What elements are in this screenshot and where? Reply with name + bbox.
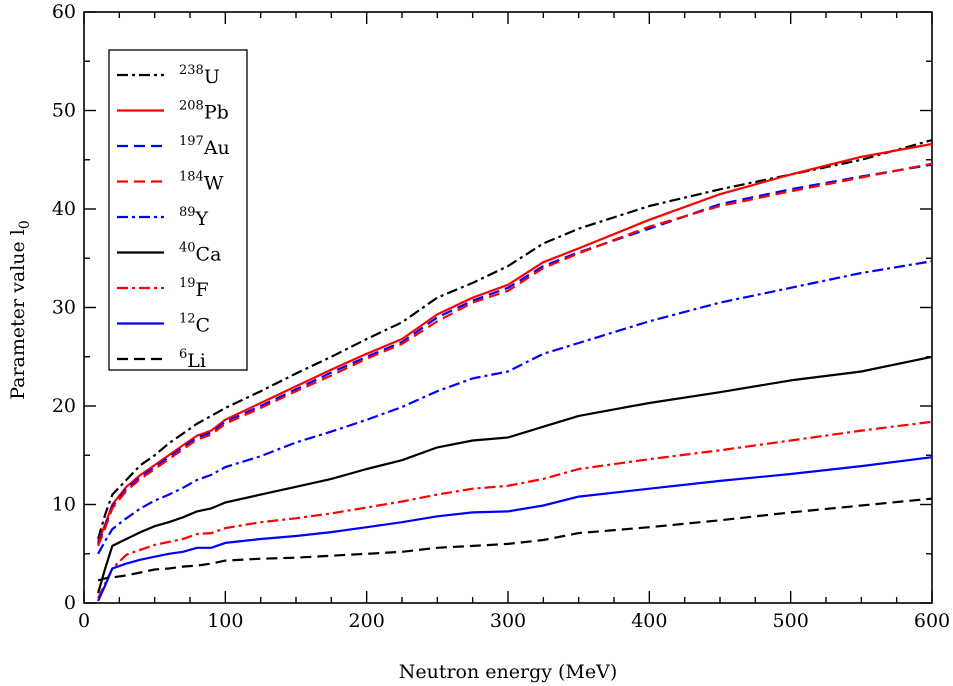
legend-element-symbol: Ca [196,244,222,266]
legend-mass-number: 89 [179,205,196,220]
y-axis-label-subscript: 0 [17,220,33,229]
x-tick-label: 500 [773,610,809,632]
x-tick-label: 400 [631,610,667,632]
legend-box [108,49,248,371]
x-tick-label: 200 [349,610,385,632]
x-axis-label: Neutron energy (MeV) [399,661,618,683]
legend-element-symbol: W [204,173,224,195]
series-line-ca [97,355,933,594]
y-tick-label: 30 [52,297,76,319]
y-tick-label: 20 [52,395,76,417]
x-tick-label: 100 [207,610,243,632]
series-line-u [97,139,933,540]
legend-element-symbol: Li [187,350,206,372]
legend-mass-number: 238 [179,63,204,78]
y-tick-label: 40 [52,198,76,220]
legend-element-symbol: Pb [204,102,229,124]
legend-mass-number: 184 [179,170,204,185]
y-tick-label: 50 [52,100,76,122]
legend-mass-number: 19 [179,276,196,291]
legend-element-symbol: U [204,66,220,88]
series-group [97,139,933,602]
legend-element-symbol: Au [203,137,230,159]
series-line-au [97,163,933,545]
legend-mass-number: 6 [179,347,187,362]
series-line-pb [97,142,933,543]
legend-element-symbol: F [196,279,209,301]
axis-ticks: 0 100 200 300 400 500 600 0 10 20 30 40 50 60 [52,1,950,632]
series-line-c [97,456,933,602]
legend-element-symbol: Y [195,208,209,230]
x-tick-label: 600 [914,610,950,632]
series-line-f [97,420,933,599]
legend-label-ca: 40Ca [179,241,221,266]
legend-label-w: 184W [179,170,224,195]
legend-label-u: 238U [179,63,220,88]
legend-label-au: 197Au [179,134,230,159]
legend-mass-number: 197 [179,134,204,149]
legend-mass-number: 208 [179,99,204,114]
x-tick-label: 0 [78,610,90,632]
legend-mass-number: 12 [179,312,196,327]
series-line-y [97,260,933,555]
legend-label-f: 19F [179,276,209,301]
series-line-w [97,162,933,547]
x-tick-label: 300 [490,610,526,632]
legend-label-c: 12C [179,312,210,337]
legend-label-li: 6Li [179,347,206,372]
y-tick-label: 0 [64,592,76,614]
legend-element-symbol: C [196,315,211,337]
legend-label-y: 89Y [179,205,209,230]
y-axis-label: Parameter value l0 [7,220,33,400]
legend-mass-number: 40 [179,241,196,256]
y-tick-label: 60 [52,1,76,23]
y-tick-label: 10 [52,494,76,516]
legend-label-pb: 208Pb [179,99,229,124]
